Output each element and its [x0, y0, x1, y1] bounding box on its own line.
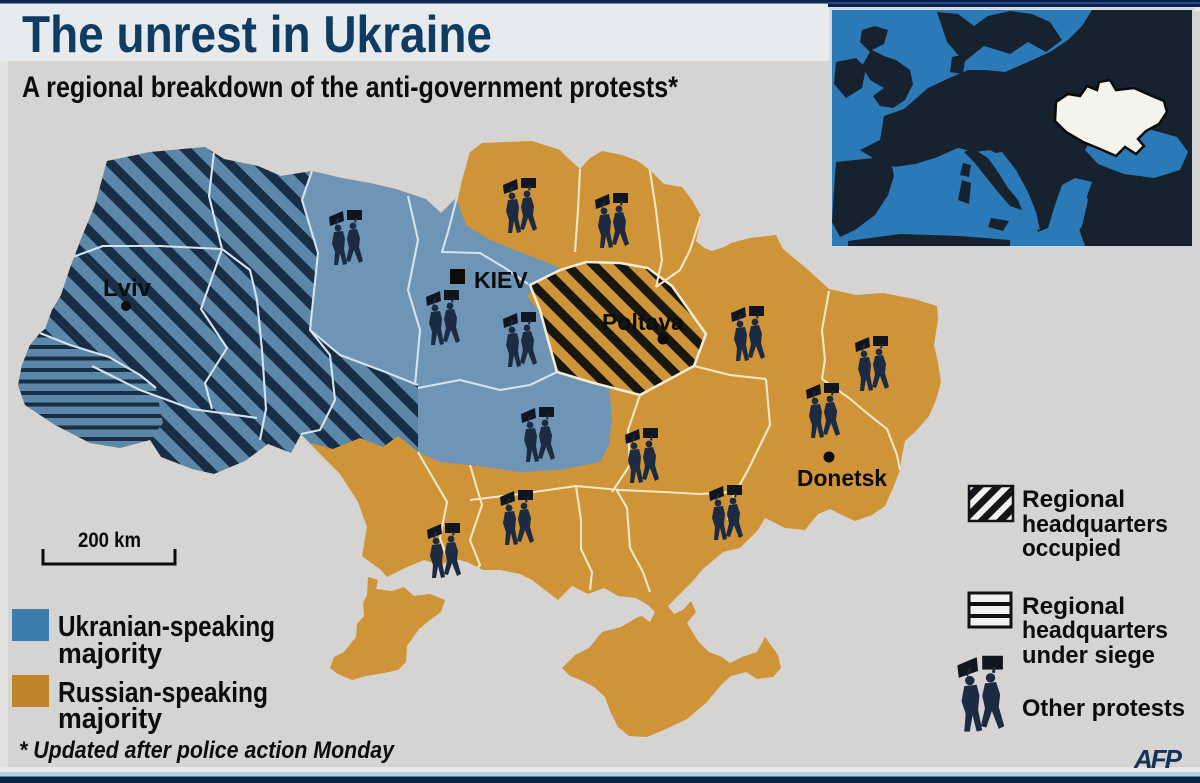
svg-text:Regional: Regional [1022, 486, 1125, 513]
svg-text:Regional: Regional [1022, 593, 1125, 620]
svg-text:A regional breakdown of the an: A regional breakdown of the anti-governm… [22, 71, 678, 104]
svg-text:occupied: occupied [1022, 535, 1121, 562]
svg-text:headquarters: headquarters [1022, 511, 1168, 538]
svg-text:Lviv: Lviv [103, 275, 152, 302]
svg-text:headquarters: headquarters [1022, 617, 1168, 644]
svg-text:AFP: AFP [1133, 744, 1183, 774]
svg-text:Ukranian-speaking: Ukranian-speaking [58, 611, 275, 643]
svg-text:under siege: under siege [1022, 642, 1155, 669]
svg-text:Russian-speaking: Russian-speaking [58, 677, 268, 709]
svg-text:Other protests: Other protests [1022, 695, 1185, 722]
svg-text:Donetsk: Donetsk [797, 465, 887, 491]
svg-text:KIEV: KIEV [474, 267, 528, 293]
svg-text:200 km: 200 km [78, 529, 141, 552]
svg-text:The unrest in Ukraine: The unrest in Ukraine [22, 6, 492, 64]
svg-text:majority: majority [58, 703, 162, 735]
svg-text:Poltava: Poltava [602, 309, 684, 335]
svg-text:majority: majority [58, 638, 162, 670]
svg-text:* Updated after police action: * Updated after police action Monday [19, 737, 395, 764]
